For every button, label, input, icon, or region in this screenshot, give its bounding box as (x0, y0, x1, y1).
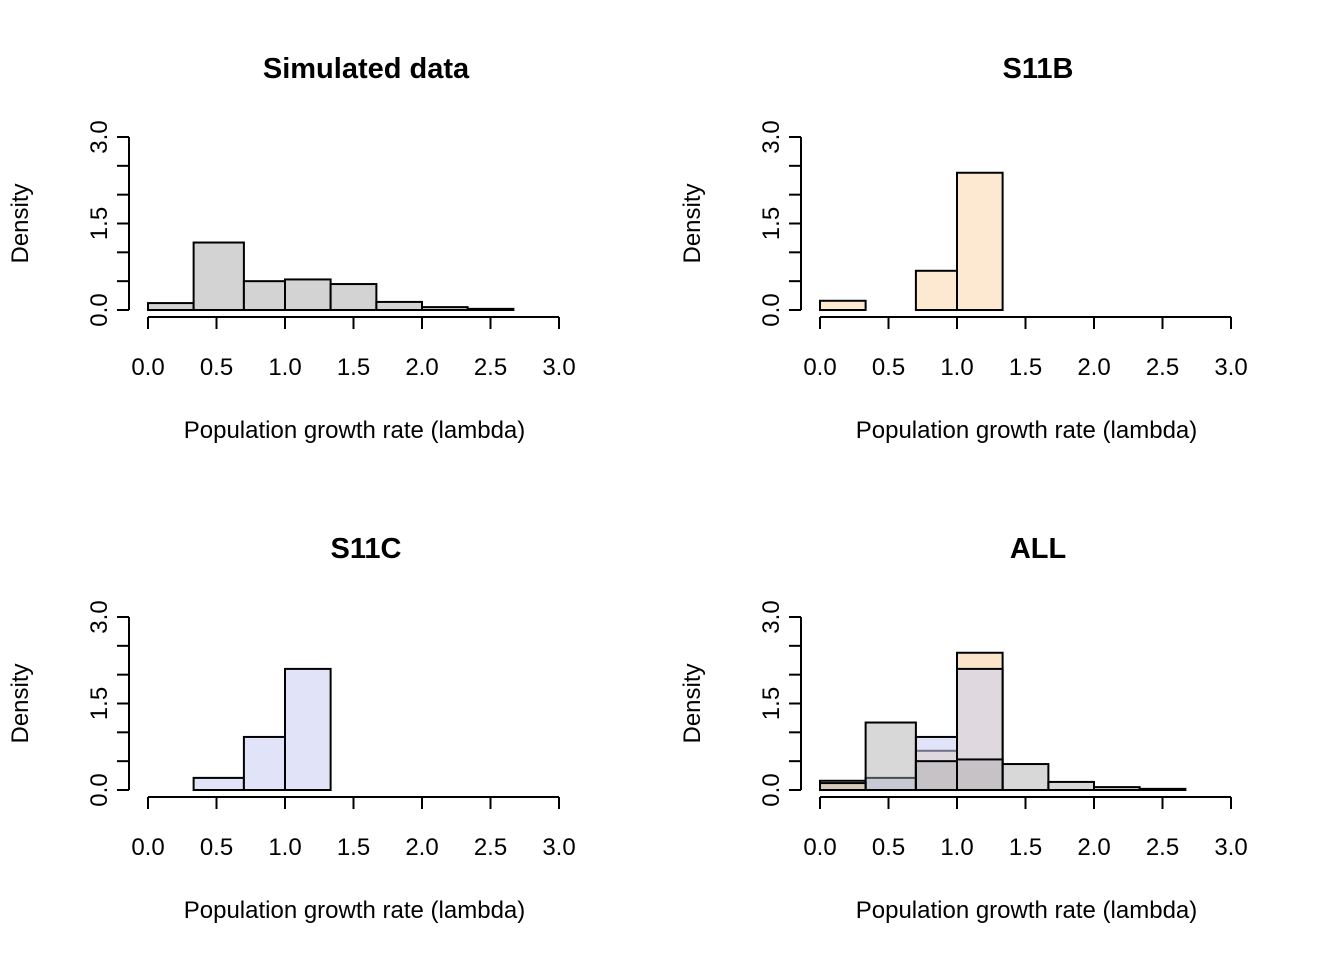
x-tick-label: 2.5 (474, 354, 507, 381)
x-tick-label: 3.0 (542, 834, 575, 861)
histogram-bar (242, 280, 286, 311)
x-tick-label: 2.5 (1146, 834, 1179, 861)
histogram-bar (192, 241, 245, 311)
y-tick-label: 0.0 (758, 773, 785, 806)
histogram-bar (956, 758, 1004, 791)
x-tick-label: 0.5 (200, 834, 233, 861)
histogram-bar (192, 776, 245, 792)
y-tick-label: 0.0 (86, 293, 113, 326)
chart-panel-2: S11B 0.0 0.5 1.0 1.5 2.0 2.5 3.0 0.0 1.5 3.0 Popula… (679, 53, 1248, 444)
chart-title: S11C (331, 533, 402, 565)
chart-title: ALL (1010, 533, 1066, 565)
y-tick-label: 1.5 (758, 207, 785, 240)
histogram-bar (1001, 763, 1050, 791)
y-axis-label: Density (7, 183, 34, 263)
histogram-bar (956, 667, 1004, 792)
x-tick-label: 0.5 (872, 834, 905, 861)
histogram-bar (375, 300, 423, 311)
histogram-bar (956, 171, 1004, 311)
histogram-bar (284, 667, 332, 792)
x-axis-label: Population growth rate (lambda) (184, 417, 526, 444)
y-tick-label: 1.5 (86, 687, 113, 720)
x-tick-label: 1.0 (940, 354, 973, 381)
x-tick-label: 0.5 (872, 354, 905, 381)
x-tick-label: 0.5 (200, 354, 233, 381)
x-tick-label: 1.5 (337, 354, 370, 381)
x-tick-label: 1.0 (940, 834, 973, 861)
x-axis-label: Population growth rate (lambda) (856, 417, 1198, 444)
histogram-bar (329, 283, 378, 311)
x-tick-label: 0.0 (131, 834, 164, 861)
chart-panel-4: ALL 0.0 0.5 1.0 1.5 2.0 2.5 3.0 0.0 1.5 3.0 Populat… (679, 533, 1248, 924)
x-tick-label: 3.0 (1214, 834, 1247, 861)
histogram-bar (284, 278, 332, 312)
histogram-bar (147, 302, 195, 311)
chart-panel-1: Simulated data 0.0 0.5 1.0 1.5 2.0 2.5 3.0 0.0 1.… (7, 53, 576, 444)
x-tick-label: 2.0 (405, 834, 438, 861)
x-tick-label: 3.0 (542, 354, 575, 381)
histogram-bar (819, 782, 867, 792)
y-axis-label: Density (7, 663, 34, 743)
y-tick-label: 1.5 (758, 687, 785, 720)
y-tick-label: 1.5 (86, 207, 113, 240)
chart-title: Simulated data (263, 53, 470, 85)
x-tick-label: 2.0 (405, 354, 438, 381)
histogram-bar (1047, 780, 1096, 792)
x-tick-label: 3.0 (1214, 354, 1247, 381)
y-axis-label: Density (679, 663, 706, 743)
histogram-bar (819, 299, 867, 312)
histogram-bar (914, 269, 959, 311)
x-tick-label: 2.0 (1077, 834, 1110, 861)
x-tick-label: 2.0 (1077, 354, 1110, 381)
x-tick-label: 2.5 (474, 834, 507, 861)
x-axis-label: Population growth rate (lambda) (856, 897, 1198, 924)
x-tick-label: 0.0 (131, 354, 164, 381)
histogram-bar (242, 735, 286, 791)
x-tick-label: 1.5 (1009, 834, 1042, 861)
chart-panel-3: S11C 0.0 0.5 1.0 1.5 2.0 2.5 3.0 0.0 1.5 3.0 Popula… (7, 533, 576, 924)
x-tick-label: 2.5 (1146, 354, 1179, 381)
x-axis-label: Population growth rate (lambda) (184, 897, 526, 924)
y-tick-label: 3.0 (86, 120, 113, 153)
y-tick-label: 3.0 (86, 600, 113, 633)
y-axis-label: Density (679, 183, 706, 263)
x-tick-label: 1.5 (1009, 354, 1042, 381)
y-tick-label: 3.0 (758, 600, 785, 633)
x-tick-label: 0.0 (803, 834, 836, 861)
histogram-bar (466, 307, 515, 312)
x-tick-label: 0.0 (803, 354, 836, 381)
y-tick-label: 3.0 (758, 120, 785, 153)
chart-title: S11B (1003, 53, 1074, 85)
histogram-bar (914, 760, 959, 792)
y-tick-label: 0.0 (758, 293, 785, 326)
x-tick-label: 1.0 (268, 834, 301, 861)
histogram-bar (1138, 787, 1187, 792)
x-tick-label: 1.0 (268, 354, 301, 381)
histogram-bar (421, 306, 469, 312)
y-tick-label: 0.0 (86, 773, 113, 806)
x-tick-label: 1.5 (337, 834, 370, 861)
histogram-bar (864, 721, 917, 792)
histogram-bar (1093, 786, 1141, 791)
